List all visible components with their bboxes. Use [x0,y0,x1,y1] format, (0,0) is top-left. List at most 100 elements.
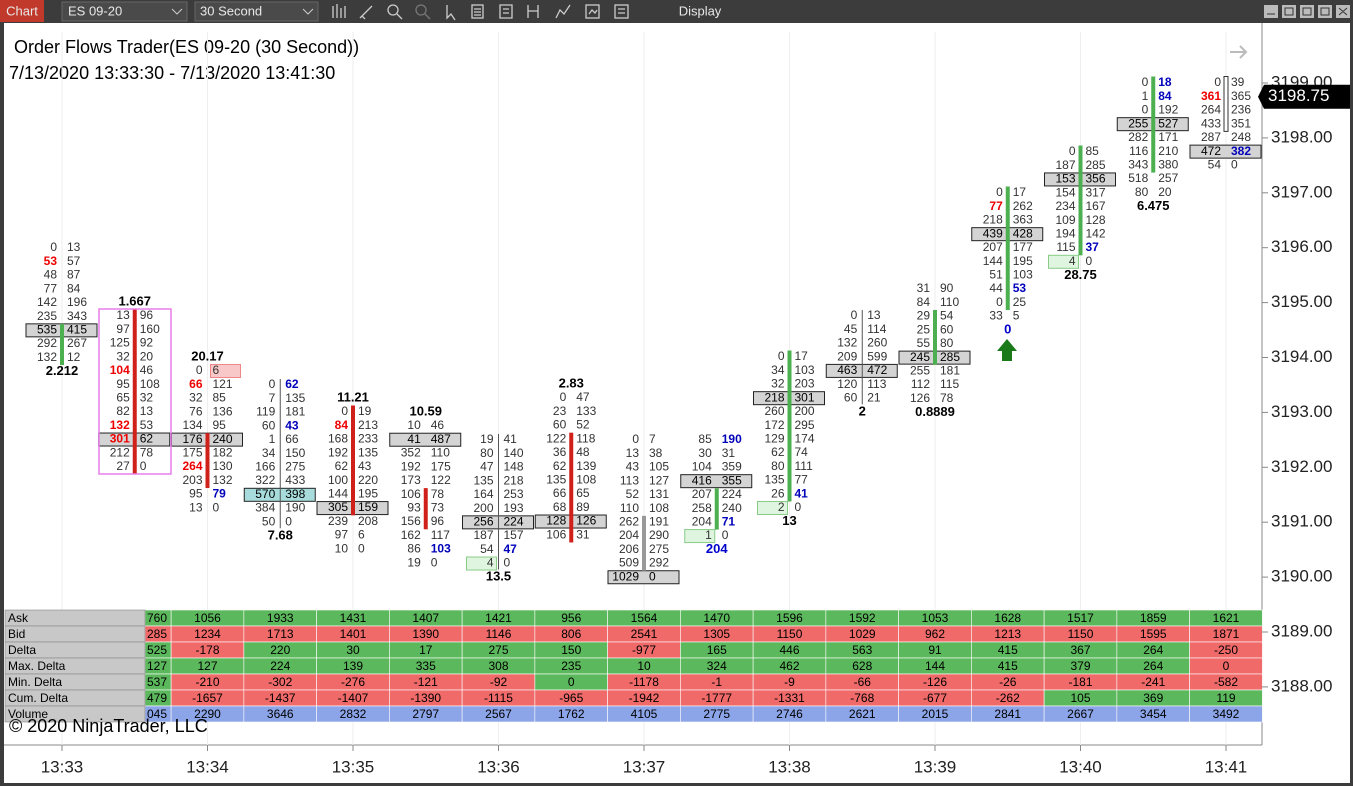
bid-volume: 34 [771,363,785,377]
table-value: -26 [999,675,1017,689]
ask-volume: 13 [67,240,81,254]
bid-volume: 125 [110,336,130,350]
bid-volume: 255 [1128,116,1148,130]
ask-volume: 20 [1158,185,1172,199]
bid-volume: 53 [44,254,58,268]
ask-volume: 47 [504,542,518,556]
bid-volume: 32 [116,349,130,363]
table-value: 2667 [1067,707,1094,721]
ask-volume: 0 [1231,158,1238,172]
table-value: -210 [195,675,219,689]
toolbar-icons[interactable] [332,4,629,21]
bid-volume: 48 [44,268,58,282]
bid-volume: 32 [771,377,785,391]
bid-volume: 135 [764,473,784,487]
table-value: 369 [1143,691,1163,705]
ask-volume: 0 [649,569,656,583]
bid-volume: 19 [407,555,421,569]
ask-volume: 85 [1086,144,1100,158]
ask-volume: 41 [504,432,518,446]
table-value: -977 [632,643,656,657]
bar-label: 2 [859,404,866,419]
ask-volume: 0 [285,514,292,528]
table-value: -121 [414,675,438,689]
table-value: 379 [1070,659,1090,673]
ask-volume: 0 [358,541,365,555]
table-value: -1115 [484,691,513,705]
bid-volume: 218 [764,390,784,404]
ask-volume: 135 [358,445,378,459]
price-label: 3196.00 [1271,237,1332,256]
bid-volume: 0 [996,185,1003,199]
time-label: 13:38 [768,757,811,776]
bar-label: 204 [706,541,728,556]
candle-body [1005,186,1010,311]
chart-range: 7/13/2020 13:33:30 - 7/13/2020 13:41:30 [9,63,335,83]
ask-volume: 13 [867,308,881,322]
ask-volume: 160 [140,322,160,336]
bid-volume: 104 [110,363,130,377]
table-value: 150 [561,643,581,657]
axes: 13:33 13:34 13:35 13:36 13:37 13:38 13:39 13:40… [41,72,1350,776]
table-value: -126 [923,675,947,689]
price-label: 3193.00 [1271,402,1332,421]
bid-volume: 62 [771,445,785,459]
table-value: 628 [852,659,872,673]
ask-volume: 0 [722,528,729,542]
ask-volume: 356 [1086,172,1106,186]
bid-volume: 258 [692,501,712,515]
ask-volume: 139 [576,459,596,473]
ask-volume: 136 [213,404,233,418]
bid-volume: 129 [764,432,784,446]
bid-volume: 10 [335,541,349,555]
bid-volume: 343 [1128,158,1148,172]
table-value: 0 [1223,659,1230,673]
bid-volume: 84 [335,418,349,432]
ask-volume: 174 [795,432,815,446]
ask-volume: 115 [940,377,959,391]
table-value: 1762 [558,707,585,721]
ask-volume: 39 [1231,75,1245,89]
ask-volume: 126 [576,514,596,528]
ask-volume: 210 [1158,144,1178,158]
time-label: 13:41 [1205,757,1248,776]
table-value: 1150 [1068,627,1094,641]
bid-volume: 154 [1055,185,1075,199]
row-label: Max. Delta [8,659,66,673]
bid-volume: 192 [328,445,348,459]
bid-volume: 0 [996,295,1003,309]
display-menu[interactable]: Display [679,3,722,18]
table-value: 1431 [340,611,367,625]
instrument-select[interactable] [61,1,188,22]
app-tab[interactable] [0,0,44,22]
window-buttons[interactable] [1264,5,1350,18]
time-label: 13:34 [186,757,229,776]
interval-select[interactable] [194,1,319,22]
table-value: 2841 [994,707,1021,721]
ask-volume: 78 [431,487,445,501]
bar-label: 0 [1004,322,1011,337]
bid-volume: 62 [553,459,567,473]
table-value: 1421 [485,611,512,625]
scroll-arrow[interactable] [1230,45,1248,59]
candle-body [642,515,646,571]
ask-volume: 191 [649,515,669,529]
ask-volume: 233 [358,432,378,446]
bid-volume: 86 [407,542,421,556]
bid-volume: 509 [619,556,639,570]
ask-volume: 193 [504,501,524,515]
table-value: -241 [1141,675,1165,689]
bar-label: 28.75 [1064,267,1097,282]
bid-volume: 200 [473,501,493,515]
ask-volume: 171 [1158,130,1178,144]
bar-label: 11.21 [337,390,369,405]
bid-volume: 256 [473,515,493,529]
bid-volume: 50 [262,514,276,528]
bid-volume: 187 [473,528,493,542]
ask-volume: 103 [431,542,451,556]
bid-volume: 113 [620,473,639,487]
time-label: 13:37 [623,757,666,776]
bid-volume: 239 [328,514,348,528]
ask-volume: 343 [67,309,87,323]
